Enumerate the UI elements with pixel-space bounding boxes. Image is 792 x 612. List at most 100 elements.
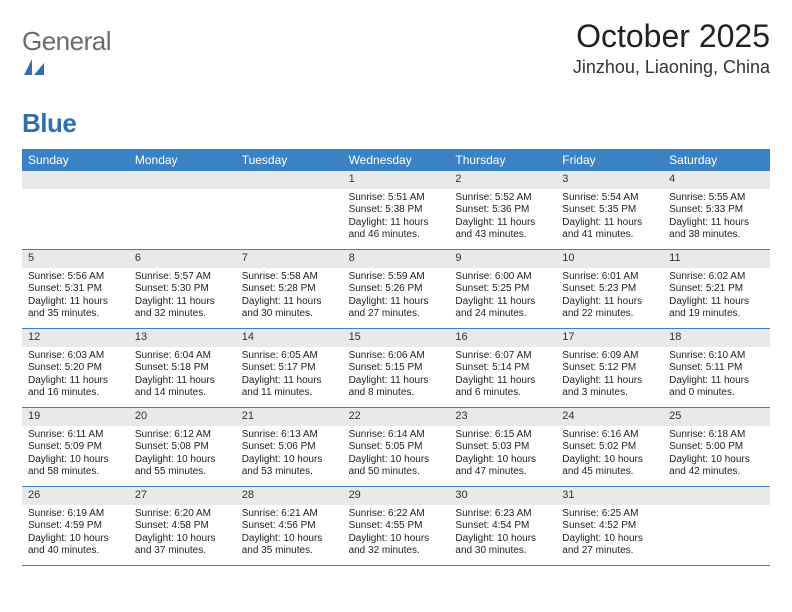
- day-number: 7: [236, 250, 343, 268]
- sunrise-text: Sunrise: 6:02 AM: [669, 271, 764, 284]
- sunrise-text: Sunrise: 6:21 AM: [242, 508, 337, 521]
- cell-body: Sunrise: 5:56 AMSunset: 5:31 PMDaylight:…: [22, 268, 129, 325]
- cell-body: Sunrise: 6:10 AMSunset: 5:11 PMDaylight:…: [663, 347, 770, 404]
- sunset-text: Sunset: 5:08 PM: [135, 441, 230, 454]
- sunset-text: Sunset: 5:12 PM: [562, 362, 657, 375]
- sunrise-text: Sunrise: 5:52 AM: [455, 192, 550, 205]
- day-number: [236, 171, 343, 189]
- cell-body: Sunrise: 6:03 AMSunset: 5:20 PMDaylight:…: [22, 347, 129, 404]
- weeks: 1Sunrise: 5:51 AMSunset: 5:38 PMDaylight…: [22, 171, 770, 566]
- calendar-week: 19Sunrise: 6:11 AMSunset: 5:09 PMDayligh…: [22, 408, 770, 487]
- day-header-cell: Tuesday: [236, 149, 343, 171]
- daylight-text: Daylight: 11 hours and 24 minutes.: [455, 296, 550, 321]
- daylight-text: Daylight: 10 hours and 45 minutes.: [562, 454, 657, 479]
- sunrise-text: Sunrise: 6:25 AM: [562, 508, 657, 521]
- daylight-text: Daylight: 10 hours and 27 minutes.: [562, 533, 657, 558]
- daylight-text: Daylight: 11 hours and 19 minutes.: [669, 296, 764, 321]
- sunset-text: Sunset: 5:11 PM: [669, 362, 764, 375]
- sunset-text: Sunset: 4:55 PM: [349, 520, 444, 533]
- day-number: 17: [556, 329, 663, 347]
- day-number: 2: [449, 171, 556, 189]
- cell-body: Sunrise: 6:18 AMSunset: 5:00 PMDaylight:…: [663, 426, 770, 483]
- cell-body: Sunrise: 6:16 AMSunset: 5:02 PMDaylight:…: [556, 426, 663, 483]
- daylight-text: Daylight: 11 hours and 35 minutes.: [28, 296, 123, 321]
- day-number: 8: [343, 250, 450, 268]
- daylight-text: Daylight: 10 hours and 37 minutes.: [135, 533, 230, 558]
- calendar-cell: 5Sunrise: 5:56 AMSunset: 5:31 PMDaylight…: [22, 250, 129, 328]
- calendar-cell: [236, 171, 343, 249]
- calendar-week: 5Sunrise: 5:56 AMSunset: 5:31 PMDaylight…: [22, 250, 770, 329]
- calendar-cell: 29Sunrise: 6:22 AMSunset: 4:55 PMDayligh…: [343, 487, 450, 565]
- cell-body: Sunrise: 5:57 AMSunset: 5:30 PMDaylight:…: [129, 268, 236, 325]
- calendar-cell: 14Sunrise: 6:05 AMSunset: 5:17 PMDayligh…: [236, 329, 343, 407]
- calendar-cell: 13Sunrise: 6:04 AMSunset: 5:18 PMDayligh…: [129, 329, 236, 407]
- calendar-cell: 16Sunrise: 6:07 AMSunset: 5:14 PMDayligh…: [449, 329, 556, 407]
- calendar-cell: 18Sunrise: 6:10 AMSunset: 5:11 PMDayligh…: [663, 329, 770, 407]
- day-number: [129, 171, 236, 189]
- location: Jinzhou, Liaoning, China: [573, 57, 770, 78]
- daylight-text: Daylight: 10 hours and 58 minutes.: [28, 454, 123, 479]
- sunrise-text: Sunrise: 6:18 AM: [669, 429, 764, 442]
- cell-body: Sunrise: 6:01 AMSunset: 5:23 PMDaylight:…: [556, 268, 663, 325]
- cell-body: Sunrise: 5:51 AMSunset: 5:38 PMDaylight:…: [343, 189, 450, 246]
- sunrise-text: Sunrise: 6:05 AM: [242, 350, 337, 363]
- daylight-text: Daylight: 11 hours and 41 minutes.: [562, 217, 657, 242]
- day-header-cell: Monday: [129, 149, 236, 171]
- sunset-text: Sunset: 5:00 PM: [669, 441, 764, 454]
- calendar-cell: 4Sunrise: 5:55 AMSunset: 5:33 PMDaylight…: [663, 171, 770, 249]
- day-header-cell: Friday: [556, 149, 663, 171]
- calendar-cell: 6Sunrise: 5:57 AMSunset: 5:30 PMDaylight…: [129, 250, 236, 328]
- sunset-text: Sunset: 5:02 PM: [562, 441, 657, 454]
- calendar-cell: 30Sunrise: 6:23 AMSunset: 4:54 PMDayligh…: [449, 487, 556, 565]
- calendar-cell: 17Sunrise: 6:09 AMSunset: 5:12 PMDayligh…: [556, 329, 663, 407]
- sunrise-text: Sunrise: 6:14 AM: [349, 429, 444, 442]
- calendar-cell: 28Sunrise: 6:21 AMSunset: 4:56 PMDayligh…: [236, 487, 343, 565]
- day-number: 1: [343, 171, 450, 189]
- calendar-cell: 2Sunrise: 5:52 AMSunset: 5:36 PMDaylight…: [449, 171, 556, 249]
- cell-body: Sunrise: 6:11 AMSunset: 5:09 PMDaylight:…: [22, 426, 129, 483]
- sunrise-text: Sunrise: 5:57 AM: [135, 271, 230, 284]
- cell-body: Sunrise: 6:09 AMSunset: 5:12 PMDaylight:…: [556, 347, 663, 404]
- sunset-text: Sunset: 5:17 PM: [242, 362, 337, 375]
- day-number: 5: [22, 250, 129, 268]
- day-header-cell: Saturday: [663, 149, 770, 171]
- sunset-text: Sunset: 5:03 PM: [455, 441, 550, 454]
- daylight-text: Daylight: 11 hours and 8 minutes.: [349, 375, 444, 400]
- sunset-text: Sunset: 4:52 PM: [562, 520, 657, 533]
- daylight-text: Daylight: 10 hours and 35 minutes.: [242, 533, 337, 558]
- sunset-text: Sunset: 5:28 PM: [242, 283, 337, 296]
- sunset-text: Sunset: 5:14 PM: [455, 362, 550, 375]
- daylight-text: Daylight: 11 hours and 22 minutes.: [562, 296, 657, 321]
- daylight-text: Daylight: 10 hours and 30 minutes.: [455, 533, 550, 558]
- daylight-text: Daylight: 11 hours and 3 minutes.: [562, 375, 657, 400]
- sunset-text: Sunset: 5:06 PM: [242, 441, 337, 454]
- cell-body: Sunrise: 5:58 AMSunset: 5:28 PMDaylight:…: [236, 268, 343, 325]
- daylight-text: Daylight: 11 hours and 46 minutes.: [349, 217, 444, 242]
- daylight-text: Daylight: 10 hours and 32 minutes.: [349, 533, 444, 558]
- logo-text: GeneralBlue: [22, 26, 111, 139]
- cell-body: Sunrise: 6:04 AMSunset: 5:18 PMDaylight:…: [129, 347, 236, 404]
- sunrise-text: Sunrise: 6:23 AM: [455, 508, 550, 521]
- calendar-cell: 1Sunrise: 5:51 AMSunset: 5:38 PMDaylight…: [343, 171, 450, 249]
- day-number: 21: [236, 408, 343, 426]
- cell-body: Sunrise: 5:54 AMSunset: 5:35 PMDaylight:…: [556, 189, 663, 246]
- sunrise-text: Sunrise: 6:22 AM: [349, 508, 444, 521]
- daylight-text: Daylight: 10 hours and 50 minutes.: [349, 454, 444, 479]
- calendar-cell: 24Sunrise: 6:16 AMSunset: 5:02 PMDayligh…: [556, 408, 663, 486]
- day-number: 3: [556, 171, 663, 189]
- cell-body: Sunrise: 6:14 AMSunset: 5:05 PMDaylight:…: [343, 426, 450, 483]
- day-number: 20: [129, 408, 236, 426]
- daylight-text: Daylight: 11 hours and 11 minutes.: [242, 375, 337, 400]
- sunrise-text: Sunrise: 6:09 AM: [562, 350, 657, 363]
- sunrise-text: Sunrise: 6:12 AM: [135, 429, 230, 442]
- cell-body: Sunrise: 6:07 AMSunset: 5:14 PMDaylight:…: [449, 347, 556, 404]
- sunset-text: Sunset: 4:56 PM: [242, 520, 337, 533]
- cell-body: Sunrise: 6:02 AMSunset: 5:21 PMDaylight:…: [663, 268, 770, 325]
- cell-body: Sunrise: 6:21 AMSunset: 4:56 PMDaylight:…: [236, 505, 343, 562]
- sunset-text: Sunset: 5:09 PM: [28, 441, 123, 454]
- cell-body: Sunrise: 6:15 AMSunset: 5:03 PMDaylight:…: [449, 426, 556, 483]
- sunset-text: Sunset: 5:21 PM: [669, 283, 764, 296]
- daylight-text: Daylight: 10 hours and 42 minutes.: [669, 454, 764, 479]
- logo-word-general: General: [22, 26, 111, 56]
- sunset-text: Sunset: 5:25 PM: [455, 283, 550, 296]
